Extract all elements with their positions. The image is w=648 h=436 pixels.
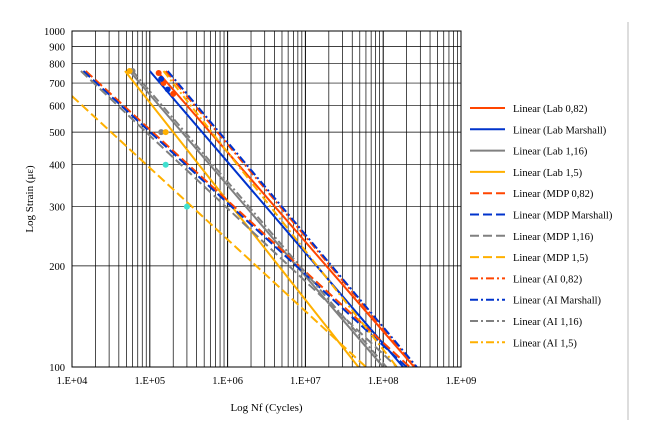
y-tick-label: 800 xyxy=(49,60,65,71)
data-point xyxy=(162,161,169,168)
data-point xyxy=(155,69,162,76)
legend-label: Linear (AI 0,82) xyxy=(513,274,583,285)
y-tick-label: 600 xyxy=(49,102,65,113)
legend-label: Linear (Lab 0,82) xyxy=(513,104,588,115)
data-point xyxy=(170,90,177,97)
legend: Linear (Lab 0,82) Linear (Lab Marshall) Li… xyxy=(470,104,613,349)
y-tick-labels: 100 200 300 400 500 600 700 800 900 1000 xyxy=(44,27,65,374)
data-point xyxy=(164,86,171,93)
x-tick-label: 1.E+05 xyxy=(134,376,165,387)
plot-frame xyxy=(71,30,462,368)
x-tick-labels: 1.E+04 1.E+05 1.E+06 1.E+07 1.E+08 1.E+09 xyxy=(57,376,477,387)
y-tick-label: 500 xyxy=(49,128,65,139)
series-line-9 xyxy=(164,70,417,367)
series-line-8 xyxy=(72,95,367,367)
series-layer xyxy=(72,70,418,367)
legend-label: Linear (AI Marshall) xyxy=(513,296,602,307)
data-point xyxy=(158,129,165,136)
series-line-5 xyxy=(85,70,411,367)
series-line-12 xyxy=(162,70,398,367)
legend-label: Linear (AI 1,5) xyxy=(513,338,577,349)
series-line-7 xyxy=(80,70,398,367)
legend-label: Linear (Lab Marshall) xyxy=(513,125,607,136)
legend-label: Linear (MDP 1,5) xyxy=(513,253,589,264)
series-line-4 xyxy=(124,70,360,367)
data-point xyxy=(126,68,133,75)
legend-label: Linear (Lab 1,5) xyxy=(513,168,583,179)
legend-label: Linear (MDP 1,16) xyxy=(513,232,594,243)
series-line-1 xyxy=(157,72,415,367)
legend-label: Linear (AI 1,16) xyxy=(513,317,583,328)
x-tick-label: 1.E+08 xyxy=(368,376,399,387)
x-tick-label: 1.E+06 xyxy=(212,376,243,387)
y-tick-label: 1000 xyxy=(44,27,65,38)
series-line-6 xyxy=(82,70,408,367)
y-tick-label: 100 xyxy=(49,363,65,374)
legend-label: Linear (MDP Marshall) xyxy=(513,211,613,222)
legend-label: Linear (Lab 1,16) xyxy=(513,147,588,158)
legend-label: Linear (MDP 0,82) xyxy=(513,189,594,200)
y-tick-label: 300 xyxy=(49,203,65,214)
y-tick-label: 400 xyxy=(49,161,65,172)
series-line-11 xyxy=(131,70,388,367)
x-tick-label: 1.E+09 xyxy=(446,376,477,387)
data-point xyxy=(183,203,190,210)
series-line-10 xyxy=(166,70,418,367)
data-point xyxy=(162,129,169,136)
y-tick-label: 200 xyxy=(49,262,65,273)
series-line-2 xyxy=(149,70,404,367)
y-tick-label: 900 xyxy=(49,42,65,53)
series-line-3 xyxy=(128,70,384,367)
y-axis-title: Log Strain (με) xyxy=(24,165,36,233)
y-tick-label: 700 xyxy=(49,79,65,90)
x-tick-label: 1.E+04 xyxy=(57,376,88,387)
x-axis-title: Log Nf (Cycles) xyxy=(230,402,302,414)
x-tick-label: 1.E+07 xyxy=(290,376,321,387)
points-layer xyxy=(126,68,190,210)
data-point xyxy=(158,75,165,82)
